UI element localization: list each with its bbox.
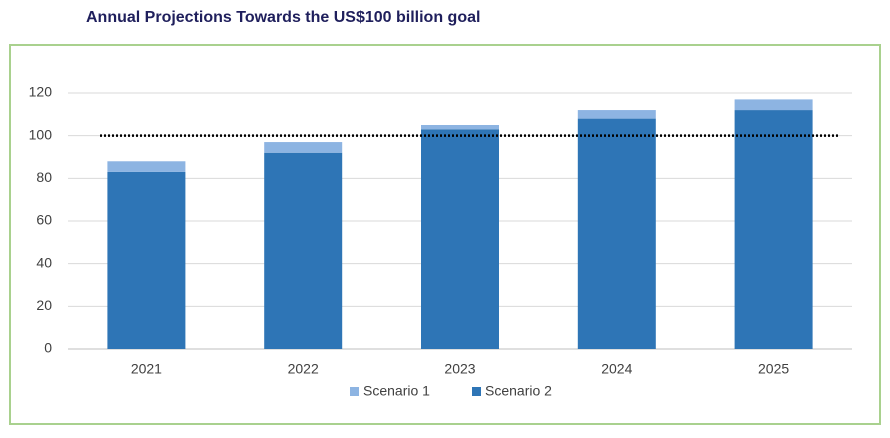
bar-segment — [421, 129, 499, 349]
bar-segment — [421, 125, 499, 130]
y-tick-label: 40 — [36, 254, 52, 270]
x-tick-label: 2025 — [758, 361, 789, 377]
bar-segment — [264, 142, 343, 153]
bar-segment — [577, 118, 656, 349]
x-tick-label: 2023 — [444, 361, 475, 377]
x-tick-label: 2021 — [131, 361, 162, 377]
x-tick-label: 2022 — [288, 361, 319, 377]
bar-segment — [734, 99, 813, 111]
bar-segment — [264, 152, 343, 349]
legend-label: Scenario 2 — [485, 383, 552, 399]
y-tick-label: 100 — [29, 126, 53, 142]
chart-title: Annual Projections Towards the US$100 bi… — [86, 9, 480, 26]
legend-swatch — [350, 387, 359, 396]
bar-segment — [107, 171, 186, 349]
legend-swatch — [472, 387, 481, 396]
bar-segment — [577, 110, 656, 119]
y-tick-label: 120 — [29, 84, 53, 100]
y-tick-label: 0 — [44, 340, 52, 356]
bar-segment — [734, 110, 813, 349]
x-tick-label: 2024 — [601, 361, 632, 377]
y-tick-label: 20 — [36, 297, 52, 313]
chart-frame — [9, 44, 881, 425]
bar-segment — [107, 161, 186, 172]
legend-label: Scenario 1 — [363, 383, 430, 399]
y-tick-label: 80 — [36, 169, 52, 185]
y-tick-label: 60 — [36, 212, 52, 228]
